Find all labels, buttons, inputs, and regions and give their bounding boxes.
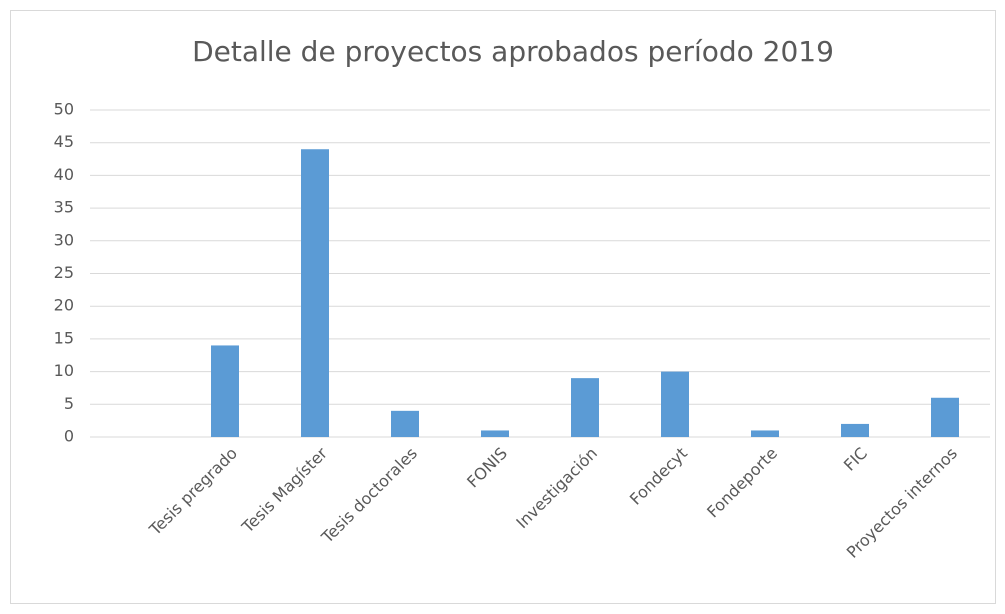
bar (391, 410, 419, 437)
chart-frame (10, 10, 996, 604)
y-tick-label: 35 (54, 198, 74, 217)
y-tick-label: 15 (54, 328, 74, 347)
y-tick-label: 40 (54, 165, 74, 184)
y-tick-label: 20 (54, 296, 74, 315)
chart-title: Detalle de proyectos aprobados período 2… (192, 35, 834, 68)
y-tick-label: 5 (64, 394, 74, 413)
bar (571, 378, 599, 437)
bar (751, 430, 779, 437)
y-tick-label: 45 (54, 132, 74, 151)
bar (661, 371, 689, 437)
bar (211, 345, 239, 437)
y-tick-label: 10 (54, 361, 74, 380)
bar (931, 397, 959, 437)
y-tick-label: 50 (54, 100, 74, 119)
y-tick-label: 30 (54, 230, 74, 249)
bar (481, 430, 509, 437)
bar (301, 149, 329, 438)
bar (841, 423, 869, 437)
y-tick-label: 25 (54, 263, 74, 282)
y-tick-label: 0 (64, 427, 74, 446)
